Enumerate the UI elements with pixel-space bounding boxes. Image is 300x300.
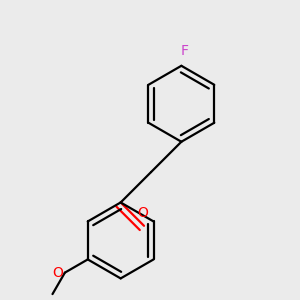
Text: O: O [52,266,63,280]
Text: O: O [137,206,148,220]
Text: F: F [181,44,189,58]
